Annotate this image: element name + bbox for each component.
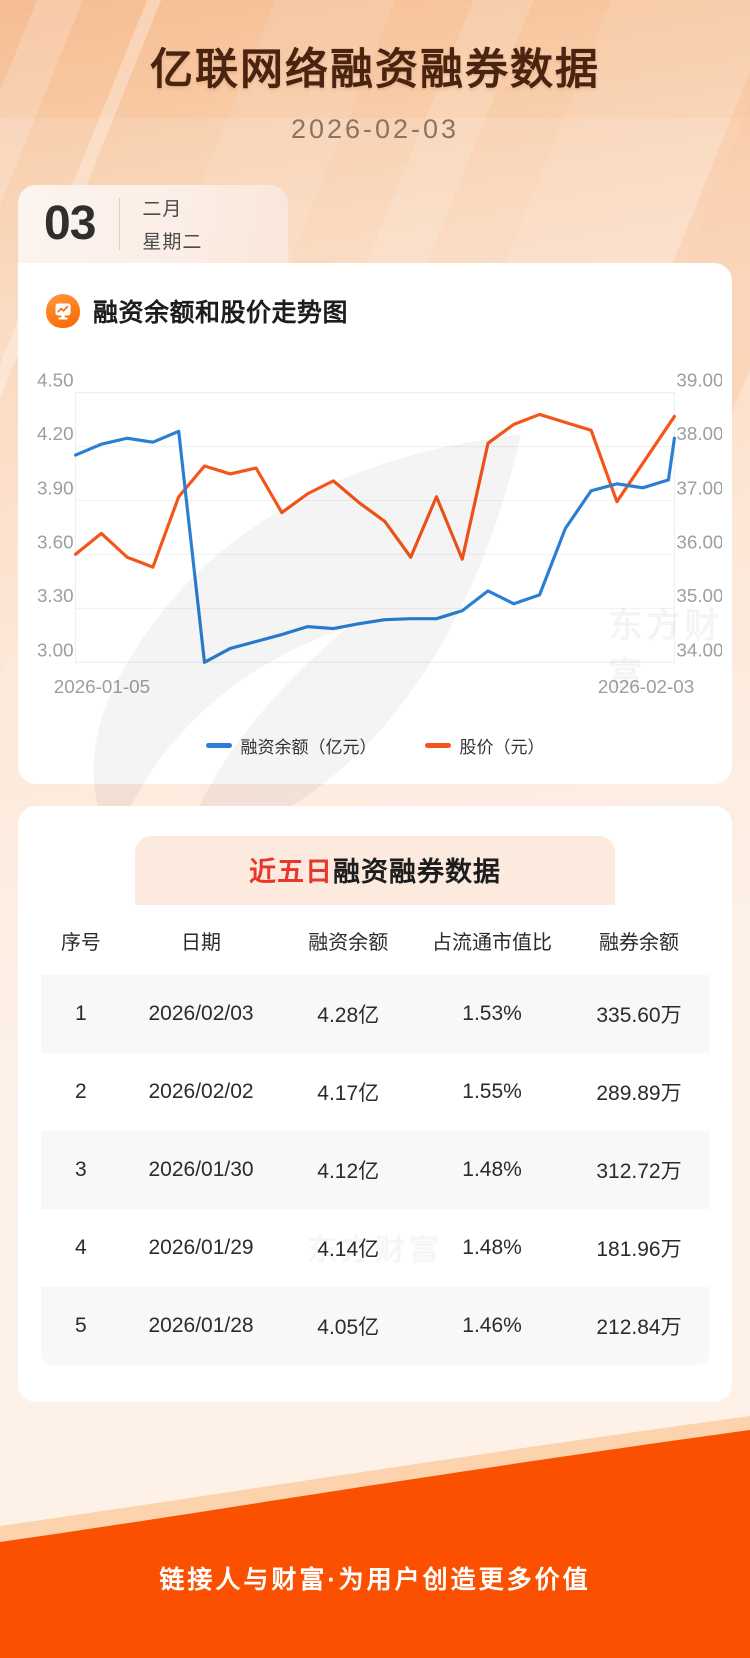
chart-right-axis-labels: 39.00 38.00 37.00 36.00 35.00 34.00 bbox=[676, 369, 722, 660]
page-header: 亿联网络融资融券数据 2026-02-03 bbox=[0, 0, 750, 145]
legend-item-stock-price: 股价（元） bbox=[424, 733, 545, 758]
table-title-badge: 近五日融资融券数据 bbox=[135, 836, 615, 906]
cell-margin: 4.14亿 bbox=[317, 1238, 380, 1262]
column-header-ratio: 占流通市值比 bbox=[415, 906, 569, 976]
cell-date: 2026/02/03 bbox=[148, 1002, 254, 1026]
page-subtitle-date: 2026-02-03 bbox=[290, 113, 460, 144]
left-tick-3-90: 3.90 bbox=[37, 478, 74, 499]
chart-gridlines bbox=[75, 445, 675, 609]
left-tick-4-50: 4.50 bbox=[37, 369, 74, 390]
cell-no: 4 bbox=[75, 1236, 87, 1260]
date-card-divider bbox=[119, 197, 121, 250]
cell-margin: 4.28亿 bbox=[317, 1004, 380, 1028]
cell-margin: 4.12亿 bbox=[317, 1160, 380, 1184]
cell-ratio: 1.48% bbox=[462, 1236, 522, 1260]
left-tick-4-20: 4.20 bbox=[37, 423, 74, 444]
cell-margin: 4.05亿 bbox=[317, 1316, 380, 1340]
column-header-margin: 融资余额 bbox=[281, 906, 416, 976]
table-row: 1 2026/02/03 4.28亿 1.53% 335.60万 bbox=[41, 975, 709, 1054]
cell-short: 181.96万 bbox=[596, 1238, 682, 1262]
cell-ratio: 1.46% bbox=[462, 1314, 522, 1338]
column-header-date: 日期 bbox=[120, 906, 282, 976]
chart-title: 融资余额和股价走势图 bbox=[93, 298, 349, 327]
cell-date: 2026/01/30 bbox=[148, 1158, 254, 1182]
table-title-rest: 融资融券数据 bbox=[333, 857, 501, 888]
chart-card: 融资余额和股价走势图 东方财富 4.50 4.20 3.90 bbox=[18, 262, 732, 851]
right-tick-34: 34.00 bbox=[676, 639, 722, 660]
margin-trading-table: 序号 日期 融资余额 占流通市值比 融券余额 1 2026/02/03 4.28… bbox=[40, 905, 710, 1367]
table-header-row: 序号 日期 融资余额 占流通市值比 融券余额 bbox=[41, 906, 709, 976]
left-tick-3-60: 3.60 bbox=[37, 531, 74, 552]
table-row: 4 2026/01/29 4.14亿 1.48% 181.96万 bbox=[41, 1209, 709, 1288]
cell-margin: 4.17亿 bbox=[317, 1082, 380, 1106]
date-weekday: 星期二 bbox=[142, 231, 203, 253]
table-row: 3 2026/01/30 4.12亿 1.48% 312.72万 bbox=[41, 1131, 709, 1210]
footer-slogan: 链接人与财富·为用户创造更多价值 bbox=[159, 1566, 591, 1594]
x-tick-end: 2026-02-03 bbox=[598, 676, 694, 697]
cell-ratio: 1.53% bbox=[462, 1002, 522, 1026]
cell-date: 2026/02/02 bbox=[148, 1080, 254, 1104]
right-tick-36: 36.00 bbox=[676, 531, 722, 552]
table-title-highlight: 近五日 bbox=[249, 857, 333, 888]
table-row: 5 2026/01/28 4.05亿 1.46% 212.84万 bbox=[41, 1287, 709, 1366]
legend-swatch-blue bbox=[205, 743, 232, 749]
date-month: 二月 bbox=[142, 198, 183, 220]
x-tick-start: 2026-01-05 bbox=[54, 676, 150, 697]
cell-no: 2 bbox=[75, 1080, 87, 1104]
chart-monitor-icon bbox=[46, 293, 80, 328]
cell-no: 3 bbox=[75, 1158, 87, 1182]
cell-ratio: 1.48% bbox=[462, 1158, 522, 1182]
page-footer: 链接人与财富·为用户创造更多价值 bbox=[0, 1408, 750, 1658]
cell-short: 335.60万 bbox=[596, 1004, 682, 1028]
page-title: 亿联网络融资融券数据 bbox=[150, 46, 600, 94]
date-card: 03 二月 星期二 bbox=[18, 184, 288, 263]
column-header-no: 序号 bbox=[41, 906, 121, 976]
chart-title-row: 融资余额和股价走势图 bbox=[18, 285, 732, 329]
cell-short: 212.84万 bbox=[596, 1316, 682, 1340]
chart-x-axis-labels: 2026-01-05 2026-02-03 bbox=[54, 676, 694, 697]
legend-item-margin-balance: 融资余额（亿元） bbox=[205, 733, 377, 758]
legend-swatch-orange bbox=[424, 743, 451, 749]
cell-short: 312.72万 bbox=[596, 1160, 682, 1184]
left-tick-3-30: 3.30 bbox=[37, 585, 74, 606]
cell-no: 1 bbox=[75, 1002, 87, 1026]
right-tick-37: 37.00 bbox=[676, 478, 722, 499]
footer-wave bbox=[0, 1416, 750, 1658]
legend-label-stock-price: 股价（元） bbox=[459, 738, 545, 758]
cell-short: 289.89万 bbox=[596, 1082, 682, 1106]
right-tick-35: 35.00 bbox=[676, 585, 722, 606]
chart-area: 东方财富 4.50 4.20 3.90 3.60 3.30 3.00 bbox=[18, 351, 732, 851]
legend-label-margin-balance: 融资余额（亿元） bbox=[240, 738, 377, 758]
line-chart-svg: 4.50 4.20 3.90 3.60 3.30 3.00 39.00 38.0… bbox=[37, 369, 722, 697]
cell-date: 2026/01/28 bbox=[148, 1314, 254, 1338]
left-tick-3-00: 3.00 bbox=[37, 639, 74, 660]
chart-left-axis-labels: 4.50 4.20 3.90 3.60 3.30 3.00 bbox=[37, 369, 74, 660]
cell-ratio: 1.55% bbox=[462, 1080, 522, 1104]
cell-no: 5 bbox=[75, 1314, 87, 1338]
right-tick-39: 39.00 bbox=[676, 369, 722, 390]
cell-date: 2026/01/29 bbox=[148, 1236, 254, 1260]
right-tick-38: 38.00 bbox=[676, 423, 722, 444]
column-header-short: 融券余额 bbox=[568, 906, 709, 976]
chart-legend: 融资余额（亿元） 股价（元） bbox=[28, 733, 722, 758]
date-day-number: 03 bbox=[44, 197, 96, 251]
stock-price-line bbox=[74, 412, 676, 569]
table-card: 近五日融资融券数据 东方财富 序号 日期 融资余额 占流通市值比 融券余额 1 … bbox=[18, 806, 732, 1403]
margin-balance-line bbox=[74, 429, 676, 664]
table-row: 2 2026/02/02 4.17亿 1.55% 289.89万 bbox=[41, 1053, 709, 1132]
